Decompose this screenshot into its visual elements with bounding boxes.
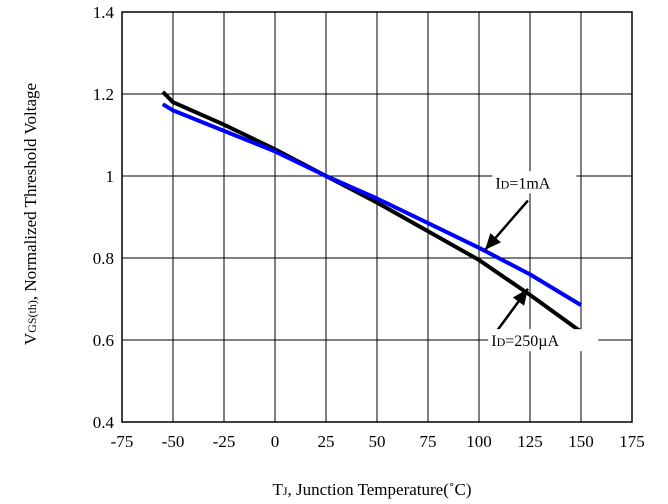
series-group [161, 90, 583, 334]
x-tick-label: 100 [466, 432, 492, 451]
annotations: ID=1mA ID=250µA [484, 171, 599, 352]
plot-frame [121, 11, 633, 423]
tick-labels: -75 -50 -25 0 25 50 75 100 125 150 175 0.4 0.6 0.8 1 1.… [93, 3, 645, 451]
series-line [161, 102, 583, 307]
annotation-arrowhead [485, 233, 501, 250]
y-tick-label: 0.4 [93, 413, 115, 432]
annotation-arrowhead [512, 288, 528, 306]
x-tick-label: 175 [619, 432, 645, 451]
y-tick-label: 1 [106, 167, 115, 186]
x-tick-label: -25 [213, 432, 236, 451]
x-axis-label: TJ, Junction Temperature(˚C) [272, 480, 471, 499]
annotation-label: ID=1mA [495, 175, 550, 192]
y-axis-label: VGS(th), Normalized Threshold Voltage [21, 83, 40, 345]
y-tick-label: 0.6 [93, 331, 114, 350]
y-tick-label: 1.4 [93, 3, 115, 22]
annotation: ID=250µA [488, 288, 599, 352]
x-tick-label: 25 [318, 432, 335, 451]
annotation-label: ID=250µA [491, 333, 559, 350]
annotation-label-bg [492, 171, 577, 194]
x-tick-label: 0 [271, 432, 280, 451]
y-tick-label: 0.8 [93, 249, 114, 268]
x-tick-label: 75 [420, 432, 437, 451]
grid [121, 11, 633, 423]
x-tick-label: 50 [369, 432, 386, 451]
annotation: ID=1mA [484, 171, 577, 251]
x-tick-label: -50 [162, 432, 185, 451]
y-tick-label: 1.2 [93, 85, 114, 104]
x-tick-label: -75 [111, 432, 134, 451]
x-tick-label: 150 [568, 432, 594, 451]
annotation-label-bg [488, 329, 599, 352]
x-tick-label: 125 [517, 432, 543, 451]
